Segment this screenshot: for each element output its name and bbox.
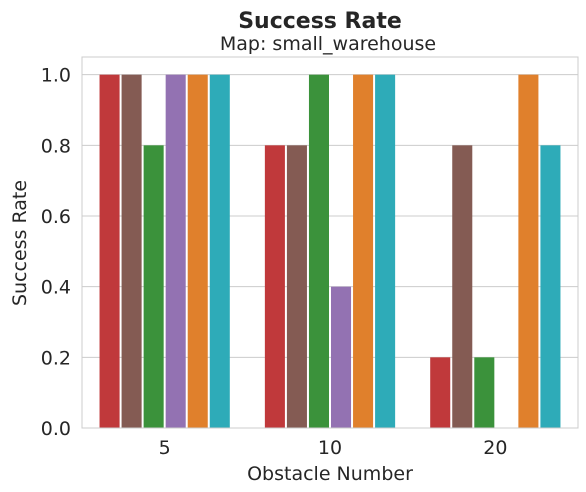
y-ticks: 0.0 0.2 0.4 0.6 0.8 1.0	[41, 65, 71, 440]
x-tick-label: 10	[318, 437, 342, 459]
bar	[165, 74, 186, 429]
x-ticks: 5 10 20	[159, 437, 508, 459]
y-tick-label: 0.4	[41, 277, 71, 299]
bar	[286, 145, 307, 429]
bar	[99, 74, 120, 429]
y-tick-label: 0.0	[41, 418, 71, 440]
bar	[187, 74, 208, 429]
bar	[121, 74, 142, 429]
y-tick-label: 0.8	[41, 135, 71, 157]
y-axis-label: Success Rate	[9, 180, 31, 306]
bar	[452, 145, 473, 429]
x-tick-label: 20	[483, 437, 507, 459]
bar	[375, 74, 396, 429]
bar	[308, 74, 329, 429]
x-tick-label: 5	[159, 437, 171, 459]
chart-subtitle: Map: small_warehouse	[220, 33, 436, 55]
x-axis-label: Obstacle Number	[247, 463, 413, 485]
bars-group	[99, 74, 561, 429]
bar	[264, 145, 285, 429]
bar	[540, 145, 561, 429]
y-tick-label: 0.2	[41, 347, 71, 369]
bar	[209, 74, 230, 429]
y-tick-label: 0.6	[41, 206, 71, 228]
bar	[331, 286, 352, 428]
y-tick-label: 1.0	[41, 65, 71, 87]
bar	[143, 145, 164, 429]
chart-title: Success Rate	[238, 9, 402, 34]
bar	[474, 357, 495, 428]
bar	[518, 74, 539, 429]
bar	[430, 357, 451, 428]
plot-frame	[81, 56, 579, 429]
bar	[353, 74, 374, 429]
